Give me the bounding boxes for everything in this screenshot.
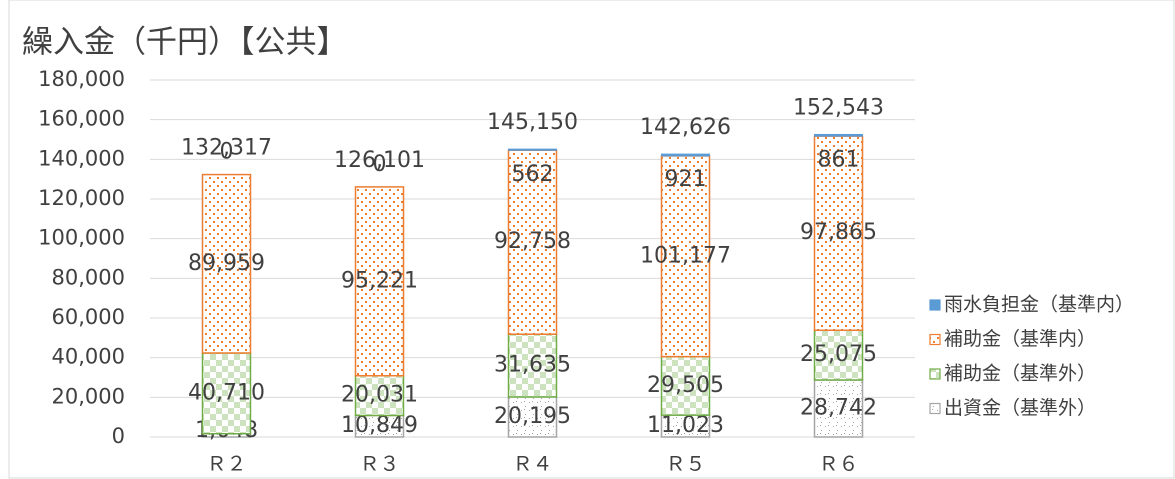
data-label: 29,505 (647, 373, 724, 398)
legend-label: 補助金（基準外） (944, 363, 1096, 385)
data-label: 10,849 (341, 413, 418, 438)
bar-segment (508, 148, 557, 151)
data-label: 921 (665, 167, 707, 192)
y-tick-label: 20,000 (52, 384, 125, 408)
legend-swatch (929, 402, 941, 415)
bar-segment (814, 133, 863, 137)
y-tick-label: 40,000 (52, 345, 125, 369)
data-label: 31,635 (494, 353, 571, 378)
bar-segment (507, 149, 558, 335)
total-label: 142,626 (640, 115, 731, 140)
data-label: 40,710 (188, 380, 265, 405)
data-label: 89,959 (188, 251, 265, 276)
data-label: 0 (373, 152, 387, 177)
x-tick-label: Ｒ４ (513, 452, 553, 476)
data-label: 20,195 (494, 404, 571, 429)
bar-segment (813, 135, 864, 332)
legend-label: 補助金（基準内） (944, 328, 1096, 350)
y-tick-label: 100,000 (38, 226, 125, 250)
bar-segment (201, 352, 252, 435)
y-tick-label: 160,000 (38, 107, 125, 131)
bar-segment (507, 396, 558, 438)
bar-segment (661, 153, 710, 157)
data-label: 101,177 (640, 243, 731, 268)
total-label: 132,317 (181, 136, 272, 161)
data-label: 97,865 (800, 220, 877, 245)
data-label: 11,023 (647, 413, 724, 438)
x-tick-label: Ｒ６ (819, 452, 859, 476)
data-label: 95,221 (341, 268, 418, 293)
total-label: 145,150 (487, 110, 578, 135)
bar-segment (660, 355, 711, 416)
bar-segment (660, 155, 711, 358)
y-tick-label: 140,000 (38, 146, 125, 170)
legend-label: 雨水負担金（基準内） (944, 294, 1134, 316)
legend-swatch (929, 368, 941, 380)
data-label: 562 (512, 162, 554, 187)
data-label: 25,075 (800, 342, 877, 367)
x-tick-label: Ｒ２ (207, 452, 247, 476)
legend-label: 出資金（基準外） (944, 397, 1096, 419)
y-tick-label: 120,000 (38, 186, 125, 210)
y-tick-label: 0 (112, 424, 125, 448)
chart-title: 繰入金（千円）【公共】 (22, 25, 348, 61)
bar-segment (813, 379, 864, 438)
y-tick-label: 180,000 (38, 67, 125, 91)
bar-segment (813, 329, 864, 381)
total-label: 126,101 (334, 148, 425, 173)
legend-swatch (929, 333, 941, 346)
legend-swatch (929, 299, 941, 311)
y-tick-label: 80,000 (52, 265, 125, 289)
data-label: 0 (220, 140, 234, 165)
y-tick-label: 60,000 (52, 305, 125, 329)
bar-segment (354, 186, 405, 377)
bar-segment (354, 375, 405, 417)
bar-segment (201, 173, 252, 354)
x-tick-label: Ｒ５ (666, 452, 706, 476)
data-label: 861 (818, 147, 860, 172)
data-label: 28,742 (800, 395, 877, 420)
data-label: 20,031 (341, 383, 418, 408)
data-label: 92,758 (494, 229, 571, 254)
x-tick-label: Ｒ３ (360, 452, 400, 476)
total-label: 152,543 (793, 95, 884, 120)
